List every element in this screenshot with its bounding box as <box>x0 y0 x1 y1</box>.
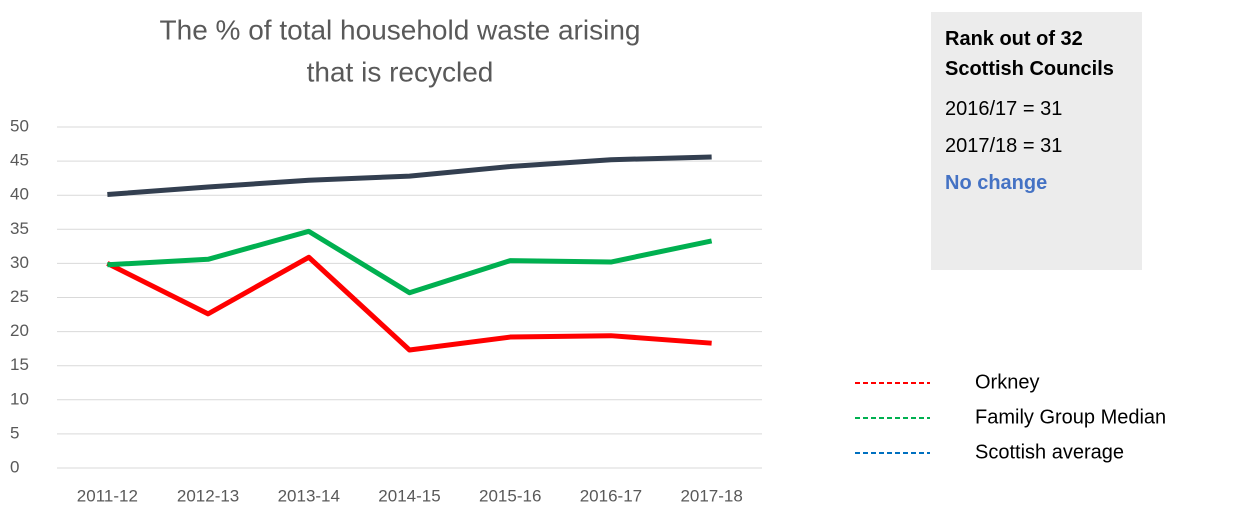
rank-title: Rank out of 32 Scottish Councils <box>945 28 1114 80</box>
y-tick-label: 45 <box>10 151 29 170</box>
y-tick-label: 35 <box>10 219 29 238</box>
legend-label: Family Group Median <box>975 406 1166 428</box>
x-tick-label: 2017-18 <box>680 486 742 505</box>
rank-status: No change <box>945 172 1048 194</box>
legend-label: Scottish average <box>975 441 1124 463</box>
series-line <box>106 254 712 353</box>
chart-title: The % of total household waste arising <box>160 14 641 45</box>
x-tick-label: 2013-14 <box>278 486 340 505</box>
rank-line: 2016/17 = 31 <box>945 98 1063 120</box>
x-tick-label: 2012-13 <box>177 486 239 505</box>
y-tick-label: 15 <box>10 355 29 374</box>
x-tick-label: 2014-15 <box>378 486 440 505</box>
y-tick-label: 20 <box>10 321 29 340</box>
rank-line: 2017/18 = 31 <box>945 135 1063 157</box>
rank-box: Rank out of 32 Scottish Councils 2016/17… <box>931 12 1142 270</box>
series-line <box>107 154 712 198</box>
y-tick-label: 40 <box>10 185 29 204</box>
x-tick-label: 2015-16 <box>479 486 541 505</box>
y-tick-label: 0 <box>10 457 19 476</box>
x-tick-label: 2016-17 <box>580 486 642 505</box>
chart-title: that is recycled <box>307 56 494 87</box>
y-tick-label: 25 <box>10 287 29 306</box>
y-tick-label: 50 <box>10 116 29 135</box>
y-tick-label: 5 <box>10 423 19 442</box>
legend-label: Orkney <box>975 371 1039 393</box>
x-tick-label: 2011-12 <box>77 486 138 505</box>
series-line <box>107 228 713 296</box>
y-tick-label: 10 <box>10 389 29 408</box>
y-tick-label: 30 <box>10 253 29 272</box>
